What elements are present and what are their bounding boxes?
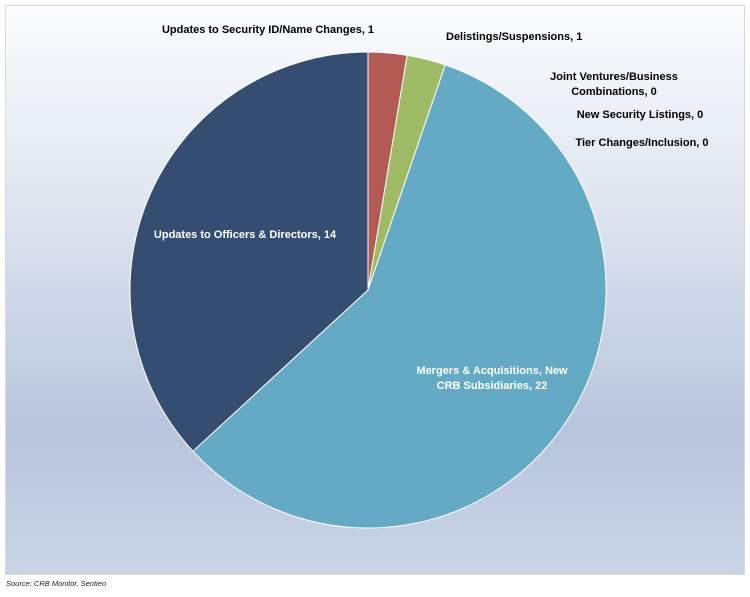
- data-label: Updates to Security ID/Name Changes, 1: [162, 24, 374, 36]
- data-label: Updates to Officers & Directors, 14: [154, 229, 337, 241]
- data-label: Delistings/Suspensions, 1: [446, 31, 582, 43]
- data-label: Mergers & Acquisitions, New CRB Subsidiar…: [416, 365, 568, 392]
- data-label: Joint Ventures/Business Combinations, 0: [550, 71, 678, 98]
- pie-slice: [192, 64, 607, 529]
- pie-slice: [129, 51, 369, 452]
- source-note: Source: CRB Monitor, Sentieo: [6, 579, 107, 588]
- data-label: New Security Listings, 0: [577, 109, 704, 121]
- data-label: Tier Changes/Inclusion, 0: [575, 137, 708, 149]
